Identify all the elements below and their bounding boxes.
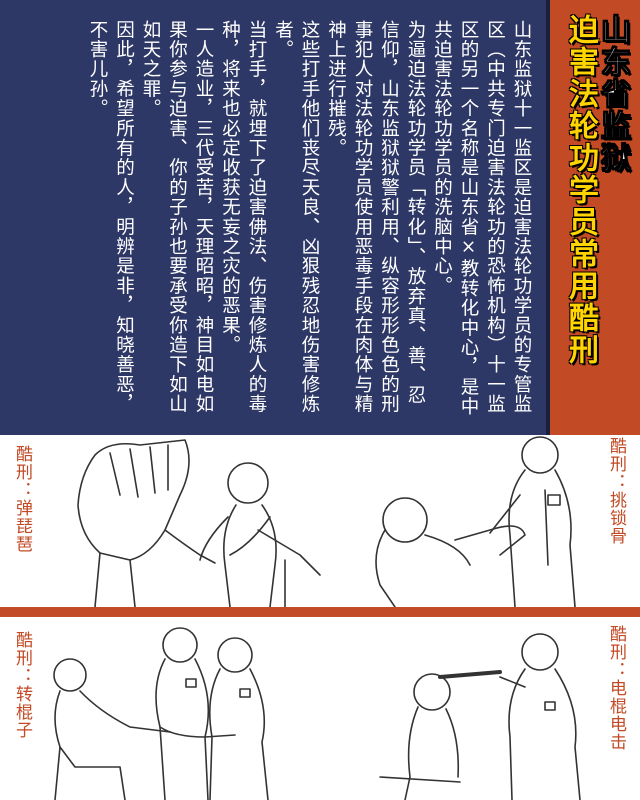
caption-tanpipa: 酷刑：弹琵琶	[12, 445, 32, 553]
paragraph-2: 为逼迫法轮功学员「转化」、放弃真、善、忍信仰，山东监狱狱警利用、纵容形形色色的刑…	[325, 20, 427, 414]
paragraph-4: 当打手，就埋下了迫害佛法、伤害修炼人的毒种，将来也必定收获无妄之灾的恶果。	[219, 20, 268, 414]
paragraph-6: 因此，希望所有的人，明辨是非，知晓善恶，不害儿孙。	[87, 20, 135, 414]
body-text: 山东监狱十一监区是迫害法轮功学员的专管监区（中共专门迫害法轮功的恐怖机构）十一监…	[84, 20, 535, 420]
title-line-2: 迫害法轮功学员常用酷刑	[563, 14, 598, 366]
title-line-1: 山东省监狱	[595, 14, 631, 175]
illustration-drawing-1	[77, 436, 576, 607]
caption-zhuangunzi: 酷刑：转棍子	[12, 631, 32, 739]
caption-tiaosuogu: 酷刑：挑锁骨	[606, 437, 626, 545]
paragraph-1: 山东监狱十一监区是迫害法轮功学员的专管监区（中共专门迫害法轮功的恐怖机构）十一监…	[431, 20, 533, 417]
text-panel: 山东监狱十一监区是迫害法轮功学员的专管监区（中共专门迫害法轮功的恐怖机构）十一监…	[0, 0, 550, 435]
title-column: 山东省监狱 迫害法轮功学员常用酷刑	[550, 0, 640, 435]
divider	[0, 607, 640, 617]
paragraph-3: 这些打手他们丧尽天良、凶狠残忍地伤害修炼者。	[272, 20, 321, 414]
illustration-panel-1: 酷刑：弹琵琶 酷刑：挑锁骨	[0, 435, 640, 607]
paragraph-5: 一人造业，三代受苦，天理昭昭，神目如电如果你参与迫害、你的子孙也要承受你造下如山…	[140, 20, 214, 414]
caption-dianguns: 酷刑：电棍电击	[606, 625, 626, 751]
illustration-panel-2: 酷刑：转棍子 酷刑：电棍电击	[0, 617, 640, 800]
illustration-drawing-2	[53, 627, 581, 800]
